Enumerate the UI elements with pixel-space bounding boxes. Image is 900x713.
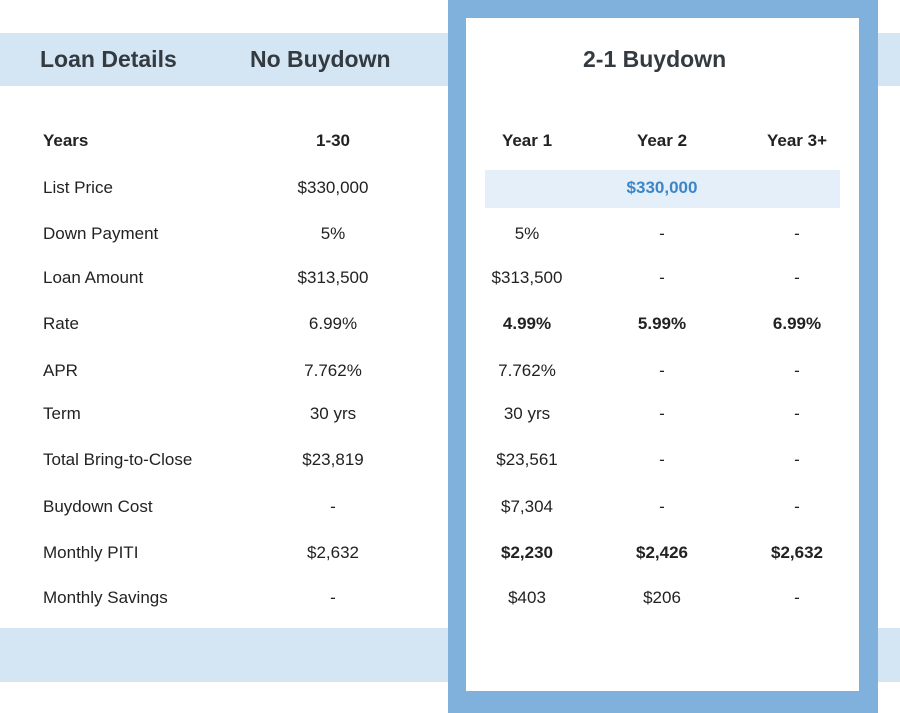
year3-loan-amount: - bbox=[794, 268, 800, 287]
no-buydown-apr: 7.762% bbox=[304, 361, 362, 380]
no-buydown-years: 1-30 bbox=[315, 131, 351, 150]
row-label-term: Term bbox=[43, 404, 81, 423]
year1-buydown-cost: $7,304 bbox=[501, 497, 553, 516]
year3-buydown-cost: - bbox=[794, 497, 800, 516]
no-buydown-down-payment: 5% bbox=[320, 224, 346, 243]
row-label-down-payment: Down Payment bbox=[43, 224, 159, 243]
row-label-monthly-savings: Monthly Savings bbox=[43, 588, 168, 607]
year2-monthly-savings: $206 bbox=[643, 588, 681, 607]
year1-down-payment: 5% bbox=[514, 224, 540, 243]
row-label-list-price: List Price bbox=[43, 178, 113, 197]
list-price-highlight bbox=[485, 170, 840, 208]
loan-details-heading: Loan Details bbox=[40, 46, 177, 72]
no-buydown-list-price: $330,000 bbox=[297, 178, 369, 197]
year1-monthly-savings: $403 bbox=[508, 588, 546, 607]
year2-rate: 5.99% bbox=[637, 314, 687, 333]
row-label-bring-to-close: Total Bring-to-Close bbox=[43, 450, 193, 469]
year1-bring-to-close: $23,561 bbox=[496, 450, 558, 469]
no-buydown-buydown-cost: - bbox=[330, 497, 336, 516]
year2-header: Year 2 bbox=[636, 131, 688, 150]
year2-down-payment: - bbox=[659, 224, 665, 243]
row-label-monthly-piti: Monthly PITI bbox=[43, 543, 139, 562]
row-label-years: Years bbox=[43, 131, 89, 150]
year1-term: 30 yrs bbox=[503, 404, 551, 423]
year3-header: Year 3+ bbox=[766, 131, 828, 150]
no-buydown-monthly-piti: $2,632 bbox=[307, 543, 359, 562]
no-buydown-heading: No Buydown bbox=[250, 46, 391, 72]
year2-bring-to-close: - bbox=[659, 450, 665, 469]
year3-term: - bbox=[794, 404, 800, 423]
year2-monthly-piti: $2,426 bbox=[636, 543, 688, 562]
year2-loan-amount: - bbox=[659, 268, 665, 287]
no-buydown-monthly-savings: - bbox=[330, 588, 336, 607]
year3-monthly-piti: $2,632 bbox=[771, 543, 823, 562]
year2-apr: - bbox=[659, 361, 665, 380]
year1-rate: 4.99% bbox=[502, 314, 552, 333]
row-label-loan-amount: Loan Amount bbox=[43, 268, 144, 287]
row-label-rate: Rate bbox=[43, 314, 79, 333]
no-buydown-bring-to-close: $23,819 bbox=[302, 450, 364, 469]
year1-monthly-piti: $2,230 bbox=[501, 543, 553, 562]
buydown-list-price: $330,000 bbox=[626, 178, 698, 197]
year3-down-payment: - bbox=[794, 224, 800, 243]
year1-apr: 7.762% bbox=[498, 361, 556, 380]
year2-buydown-cost: - bbox=[659, 497, 665, 516]
no-buydown-term: 30 yrs bbox=[309, 404, 357, 423]
no-buydown-loan-amount: $313,500 bbox=[297, 268, 369, 287]
year3-monthly-savings: - bbox=[794, 588, 800, 607]
year1-header: Year 1 bbox=[501, 131, 553, 150]
year3-apr: - bbox=[794, 361, 800, 380]
buydown-heading: 2-1 Buydown bbox=[583, 46, 727, 72]
year3-rate: 6.99% bbox=[772, 314, 822, 333]
buydown-panel bbox=[466, 18, 859, 691]
row-label-apr: APR bbox=[43, 361, 78, 380]
year2-term: - bbox=[659, 404, 665, 423]
row-label-buydown-cost: Buydown Cost bbox=[43, 497, 153, 516]
year3-bring-to-close: - bbox=[794, 450, 800, 469]
year1-loan-amount: $313,500 bbox=[491, 268, 563, 287]
no-buydown-rate: 6.99% bbox=[308, 314, 358, 333]
